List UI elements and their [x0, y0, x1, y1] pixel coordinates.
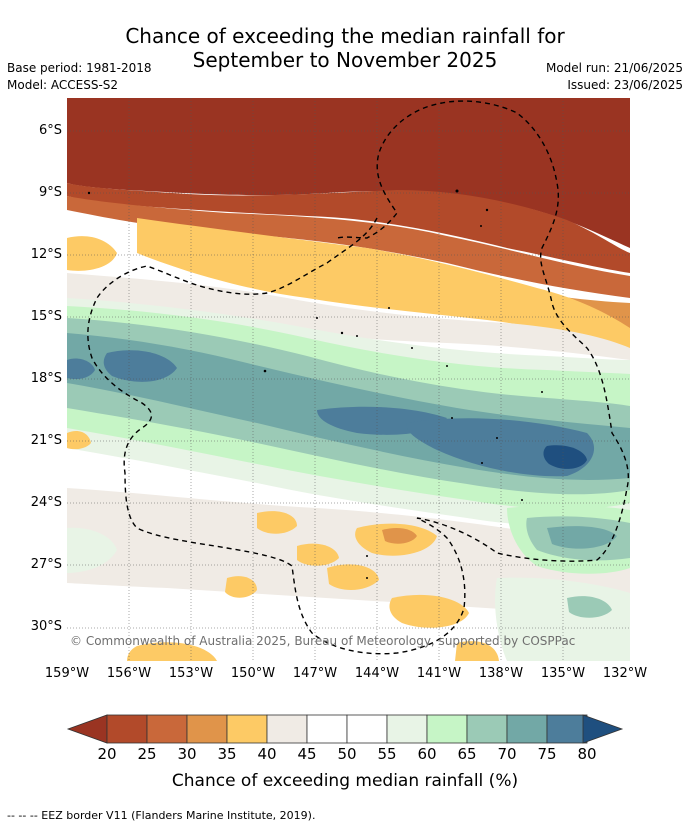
colorbar-low-extension	[66, 714, 108, 744]
issued-date: Issued: 23/06/2025	[567, 78, 683, 92]
colorbar-box	[186, 714, 228, 744]
colorbar-tick-label: 70	[497, 745, 517, 763]
lon-label: 141°W	[416, 666, 462, 681]
colorbar	[66, 714, 624, 744]
colorbar-high-extension	[582, 714, 624, 744]
colorbar-tick-label: 60	[417, 745, 437, 763]
region-40-south-4	[389, 594, 469, 628]
region-45-south	[67, 488, 630, 618]
forecast-map	[67, 98, 630, 661]
lat-label: 6°S	[38, 123, 62, 138]
eez-border	[87, 100, 629, 655]
title-line-2: September to November 2025	[192, 48, 498, 72]
lon-label: 150°W	[230, 666, 276, 681]
lat-label: 24°S	[30, 495, 62, 510]
eez-footnote: -- -- -- EEZ border V11 (Flanders Marine…	[7, 809, 316, 822]
base-period: Base period: 1981-2018	[7, 61, 152, 75]
meta-left: Base period: 1981-2018 Model: ACCESS-S2	[7, 60, 152, 94]
colorbar-tick-label: 40	[257, 745, 277, 763]
meta-right: Model run: 21/06/2025 Issued: 23/06/2025	[546, 60, 683, 94]
region-40a	[137, 218, 630, 350]
region-60-southeast	[495, 577, 630, 661]
region-45-north	[67, 273, 630, 360]
lon-label: 153°W	[168, 666, 214, 681]
lat-label: 30°S	[30, 619, 62, 634]
lon-label: 147°W	[292, 666, 338, 681]
lon-label: 144°W	[354, 666, 400, 681]
colorbar-tick-label: 50	[337, 745, 357, 763]
copyright-notice: © Commonwealth of Australia 2025, Bureau…	[70, 634, 576, 648]
lat-label: 27°S	[30, 557, 62, 572]
region-40-south-5	[225, 576, 257, 598]
region-40-south-6	[257, 511, 297, 534]
colorbar-tick-label: 75	[537, 745, 557, 763]
colorbar-box	[226, 714, 268, 744]
lon-label: 156°W	[106, 666, 152, 681]
colorbar-box	[466, 714, 508, 744]
forecast-map-svg	[67, 98, 630, 661]
model-name: Model: ACCESS-S2	[7, 78, 119, 92]
title-line-1: Chance of exceeding the median rainfall …	[125, 24, 565, 48]
region-80-a	[103, 350, 177, 382]
region-35-south	[382, 528, 417, 544]
lat-label: 21°S	[30, 433, 62, 448]
colorbar-box	[546, 714, 588, 744]
colorbar-box	[146, 714, 188, 744]
region-25	[67, 183, 630, 273]
region-60-southwest	[67, 527, 117, 573]
colorbar-tick-label: 55	[377, 745, 397, 763]
lon-label: 138°W	[478, 666, 524, 681]
islands	[87, 189, 543, 579]
colorbar-tick-label: 45	[297, 745, 317, 763]
region-40-south-3	[327, 564, 379, 590]
region-30	[67, 196, 630, 298]
colorbar-box	[346, 714, 388, 744]
colorbar-box	[386, 714, 428, 744]
colorbar-box	[506, 714, 548, 744]
graticule	[67, 98, 630, 661]
lat-label: 12°S	[30, 247, 62, 262]
map-title: Chance of exceeding the median rainfall …	[0, 24, 690, 72]
region-20	[67, 98, 630, 248]
lon-label: 132°W	[602, 666, 648, 681]
region-40b	[67, 236, 117, 271]
region-85	[543, 445, 587, 469]
lat-label: 15°S	[30, 309, 62, 324]
colorbar-tick-label: 65	[457, 745, 477, 763]
lon-label: 135°W	[540, 666, 586, 681]
colorbar-tick-label: 20	[97, 745, 117, 763]
region-40-south-7	[127, 642, 217, 661]
legend-title: Chance of exceeding median rainfall (%)	[171, 771, 519, 791]
colorbar-box	[266, 714, 308, 744]
colorbar-tick-label: 80	[577, 745, 597, 763]
colorbar-box	[106, 714, 148, 744]
region-70-southeast	[567, 596, 612, 618]
lat-label: 18°S	[30, 371, 62, 386]
colorbar-tick-label: 30	[177, 745, 197, 763]
lon-label: 159°W	[44, 666, 90, 681]
colorbar-boxes	[106, 714, 588, 744]
region-75-east	[547, 526, 617, 549]
colorbar-box	[306, 714, 348, 744]
colorbar-tick-label: 25	[137, 745, 157, 763]
lat-label: 9°S	[38, 185, 62, 200]
region-80-west	[67, 358, 95, 380]
region-40-south-8	[455, 641, 499, 661]
region-40-south-9	[67, 431, 91, 450]
model-run: Model run: 21/06/2025	[545, 61, 683, 75]
region-40-south-2	[297, 543, 339, 566]
colorbar-box	[426, 714, 468, 744]
colorbar-tick-label: 35	[217, 745, 237, 763]
